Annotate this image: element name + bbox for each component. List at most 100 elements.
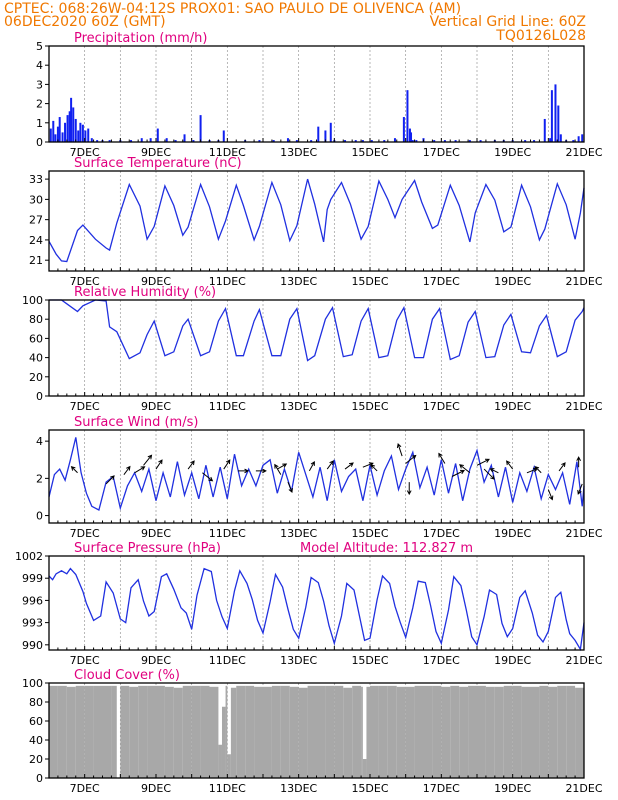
cloud-bar: [477, 685, 486, 778]
precip-bar: [577, 136, 580, 142]
x-tick-label: 13DEC: [280, 275, 317, 288]
cloud-bar: [182, 685, 192, 778]
precip-bar: [443, 140, 446, 142]
cloud-bar: [352, 685, 362, 778]
cloud-bar: [548, 686, 558, 778]
y-tick-label: 1002: [15, 550, 43, 563]
precip-bar: [361, 140, 364, 142]
precip-bar: [393, 138, 396, 142]
cloud-bar: [316, 685, 326, 778]
cloud-bar: [111, 685, 117, 778]
cloud-bar: [441, 686, 451, 778]
wind-arrow: [105, 475, 115, 485]
y-tick-label: 4: [36, 59, 43, 72]
y-tick-label: 4: [36, 435, 43, 448]
y-tick-label: 0: [36, 390, 43, 403]
cloud-bar: [218, 744, 222, 778]
y-tick-label: 27: [29, 214, 43, 227]
x-tick-label: 17DEC: [423, 782, 460, 795]
y-tick-label: 990: [22, 639, 43, 652]
x-tick-label: 7DEC: [70, 275, 100, 288]
precip-bar: [402, 117, 405, 142]
wind-arrow: [123, 465, 131, 475]
precip-bar: [310, 140, 313, 142]
precip-bar: [96, 140, 99, 142]
wind-arrow: [406, 482, 412, 496]
precip-bar: [61, 132, 64, 142]
cloud-bar: [539, 685, 549, 778]
y-tick-label: 2: [36, 472, 43, 485]
wind-arrow: [308, 461, 315, 472]
cloud-bar: [173, 687, 183, 778]
panel-title: Surface Temperature (nC): [74, 156, 242, 171]
wind-arrow: [326, 460, 334, 470]
wind-arrow: [344, 462, 354, 470]
y-tick-label: 40: [29, 734, 43, 747]
precip-bar: [174, 140, 177, 142]
cloud-bar: [521, 686, 531, 778]
y-tick-label: 80: [29, 696, 43, 709]
y-tick-label: 0: [36, 510, 43, 523]
series-line-surface-wind-m-s: [48, 437, 585, 511]
cloud-bar: [387, 685, 397, 778]
precip-bar: [415, 140, 418, 142]
wind-arrow: [438, 452, 446, 464]
panel-title: Surface Wind (m/s): [74, 415, 198, 430]
x-tick-label: 21DEC: [565, 654, 602, 667]
y-tick-label: 20: [29, 371, 43, 384]
wind-arrow: [287, 481, 293, 494]
cloud-bar: [370, 685, 379, 778]
y-tick-label: 40: [29, 352, 43, 365]
wind-arrow: [223, 459, 231, 470]
wind-arrow: [187, 460, 195, 470]
x-tick-label: 17DEC: [423, 400, 460, 413]
cloud-bar: [227, 754, 231, 778]
wind-arrow: [238, 468, 250, 474]
header-grid-line-note: Vertical Grid Line: 60Z: [429, 14, 586, 30]
cloud-bar: [503, 685, 513, 778]
cloud-bar: [530, 686, 540, 778]
precip-bar: [559, 134, 562, 142]
precip-bar: [258, 140, 261, 142]
precip-bar: [68, 111, 71, 142]
x-tick-label: 7DEC: [70, 400, 100, 413]
x-tick-label: 17DEC: [423, 654, 460, 667]
precip-bar: [56, 126, 59, 142]
y-tick-label: 1: [36, 117, 43, 130]
series-line-relative-humidity: [49, 299, 585, 362]
x-tick-label: 13DEC: [280, 400, 317, 413]
cloud-bar: [485, 686, 495, 778]
precip-bar: [468, 140, 471, 142]
x-tick-label: 11DEC: [209, 527, 246, 540]
y-tick-label: 80: [29, 313, 43, 326]
precip-bar: [286, 138, 289, 142]
y-tick-label: 2: [36, 98, 43, 111]
x-tick-label: 11DEC: [209, 146, 246, 159]
cloud-bar: [494, 686, 504, 778]
precip-bar: [199, 115, 202, 142]
cloud-bar: [200, 685, 210, 778]
panel-precipitation-mm-h: 0 1 2 3 4 5 7DEC 9DEC 11DEC 13DEC 15DEC 17DEC 19DEC 2…: [36, 31, 603, 159]
cloud-bar: [236, 685, 246, 778]
cloud-bar: [405, 686, 415, 778]
cloud-bar: [120, 685, 130, 778]
precip-bar: [165, 138, 168, 142]
wind-arrow: [70, 466, 78, 474]
precip-bar: [81, 124, 84, 142]
cloud-bar: [138, 685, 148, 778]
cloud-bar: [423, 685, 433, 778]
cloud-bar: [191, 685, 201, 778]
cloud-bar: [225, 685, 228, 778]
precip-bar: [90, 138, 93, 142]
x-tick-label: 7DEC: [70, 527, 100, 540]
series-line-surface-temperature-nc: [48, 178, 585, 263]
y-tick-label: 33: [29, 173, 43, 186]
x-tick-label: 21DEC: [565, 275, 602, 288]
precip-bar: [58, 117, 61, 142]
panel-title: Relative Humidity (%): [74, 285, 216, 300]
x-tick-label: 15DEC: [351, 400, 388, 413]
wind-arrow: [396, 443, 403, 457]
precip-bar: [272, 140, 275, 142]
y-tick-label: 60: [29, 332, 43, 345]
precip-bar: [70, 97, 73, 142]
